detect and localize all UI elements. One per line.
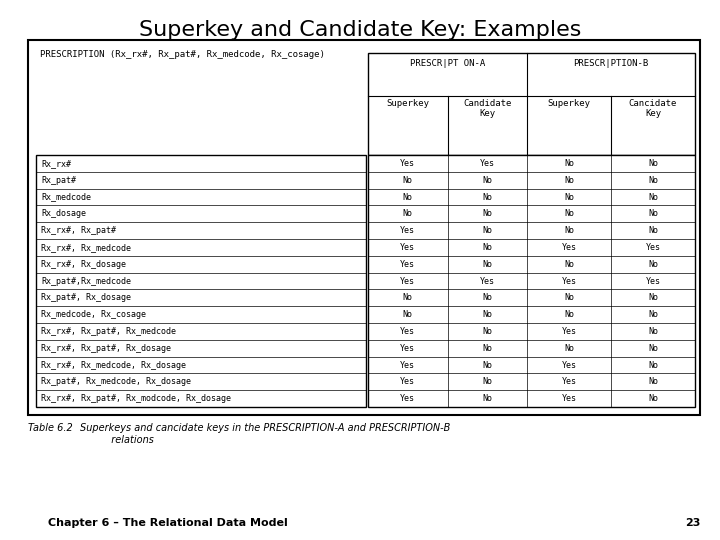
Text: Rx_rx#: Rx_rx# <box>41 159 71 168</box>
Bar <box>368 53 695 155</box>
Text: Superkey and Candidate Key: Examples: Superkey and Candidate Key: Examples <box>139 20 581 40</box>
Text: No: No <box>564 226 574 235</box>
Text: Rx_medcode, Rx_cosage: Rx_medcode, Rx_cosage <box>41 310 146 319</box>
Text: Rx_rx#, Rx_pat#, Rx_modcode, Rx_dosage: Rx_rx#, Rx_pat#, Rx_modcode, Rx_dosage <box>41 394 231 403</box>
Text: No: No <box>564 293 574 302</box>
Text: No: No <box>482 293 492 302</box>
Text: Rx_pat#: Rx_pat# <box>41 176 76 185</box>
Text: Yes: Yes <box>562 361 577 369</box>
Text: Rx_rx#, Rx_medcode: Rx_rx#, Rx_medcode <box>41 243 131 252</box>
Text: No: No <box>482 192 492 201</box>
Text: No: No <box>482 226 492 235</box>
Text: No: No <box>402 293 413 302</box>
Text: No: No <box>482 327 492 336</box>
Text: Yes: Yes <box>646 276 660 286</box>
Text: 23: 23 <box>685 518 700 528</box>
Text: Yes: Yes <box>562 276 577 286</box>
Text: Rx_pat#,Rx_medcode: Rx_pat#,Rx_medcode <box>41 276 131 286</box>
Text: PRESCR|PT ON-A: PRESCR|PT ON-A <box>410 59 485 68</box>
Text: Cancidate
Key: Cancidate Key <box>629 99 678 118</box>
Text: No: No <box>564 310 574 319</box>
Text: No: No <box>648 192 658 201</box>
Text: Rx_dosage: Rx_dosage <box>41 210 86 218</box>
Text: No: No <box>564 159 574 168</box>
Text: No: No <box>482 361 492 369</box>
Text: Rx_rx#, Rx_dosage: Rx_rx#, Rx_dosage <box>41 260 126 269</box>
Text: Yes: Yes <box>400 377 415 386</box>
Text: Candidate
Key: Candidate Key <box>463 99 511 118</box>
Text: Rx_rx#, Rx_medcode, Rx_dosage: Rx_rx#, Rx_medcode, Rx_dosage <box>41 361 186 369</box>
Text: Yes: Yes <box>400 394 415 403</box>
Text: Yes: Yes <box>400 343 415 353</box>
Text: No: No <box>482 260 492 269</box>
Text: No: No <box>482 176 492 185</box>
Text: No: No <box>648 343 658 353</box>
Text: Yes: Yes <box>562 243 577 252</box>
Text: No: No <box>402 310 413 319</box>
Text: Rx_rx#, Rx_pat#: Rx_rx#, Rx_pat# <box>41 226 116 235</box>
Text: Rx_pat#, Rx_medcode, Rx_dosage: Rx_pat#, Rx_medcode, Rx_dosage <box>41 377 191 386</box>
Text: Yes: Yes <box>562 377 577 386</box>
Text: Table 6.2: Table 6.2 <box>28 423 73 433</box>
Text: Yes: Yes <box>400 226 415 235</box>
Text: No: No <box>648 260 658 269</box>
Text: No: No <box>648 361 658 369</box>
Text: No: No <box>564 192 574 201</box>
Text: No: No <box>564 210 574 218</box>
Bar <box>28 40 700 415</box>
Text: Superkeys and cancidate keys in the PRESCRIPTION-A and PRESCRIPTION-B
          : Superkeys and cancidate keys in the PRES… <box>80 423 451 444</box>
Text: Rx_pat#, Rx_dosage: Rx_pat#, Rx_dosage <box>41 293 131 302</box>
Text: No: No <box>648 293 658 302</box>
Text: Yes: Yes <box>400 260 415 269</box>
Text: Rx_medcode: Rx_medcode <box>41 192 91 201</box>
Text: Yes: Yes <box>400 276 415 286</box>
Text: Yes: Yes <box>400 327 415 336</box>
Text: No: No <box>648 176 658 185</box>
Text: PRESCR|PTION-B: PRESCR|PTION-B <box>573 59 649 68</box>
Text: No: No <box>402 176 413 185</box>
Text: No: No <box>564 343 574 353</box>
Text: No: No <box>648 377 658 386</box>
Text: Yes: Yes <box>400 361 415 369</box>
Text: Yes: Yes <box>646 243 660 252</box>
Text: No: No <box>564 176 574 185</box>
Text: Superkey: Superkey <box>386 99 429 108</box>
Text: No: No <box>648 327 658 336</box>
Text: No: No <box>648 210 658 218</box>
Text: Rx_rx#, Rx_pat#, Rx_medcode: Rx_rx#, Rx_pat#, Rx_medcode <box>41 327 176 336</box>
Text: No: No <box>648 394 658 403</box>
Text: No: No <box>648 310 658 319</box>
Text: Yes: Yes <box>480 159 495 168</box>
Text: No: No <box>402 210 413 218</box>
Bar <box>36 155 366 407</box>
Text: No: No <box>482 310 492 319</box>
Text: Superkey: Superkey <box>547 99 590 108</box>
Text: No: No <box>482 343 492 353</box>
Text: No: No <box>402 192 413 201</box>
Text: No: No <box>482 394 492 403</box>
Text: Yes: Yes <box>480 276 495 286</box>
Text: No: No <box>482 210 492 218</box>
Text: No: No <box>564 260 574 269</box>
Text: No: No <box>648 159 658 168</box>
Text: Rx_rx#, Rx_pat#, Rx_dosage: Rx_rx#, Rx_pat#, Rx_dosage <box>41 343 171 353</box>
Text: Yes: Yes <box>562 394 577 403</box>
Text: No: No <box>482 243 492 252</box>
Text: Chapter 6 – The Relational Data Model: Chapter 6 – The Relational Data Model <box>48 518 288 528</box>
Text: No: No <box>648 226 658 235</box>
Text: Yes: Yes <box>400 243 415 252</box>
Text: PRESCRIPTION (Rx_rx#, Rx_pat#, Rx_medcode, Rx_cosage): PRESCRIPTION (Rx_rx#, Rx_pat#, Rx_medcod… <box>40 50 325 59</box>
Text: No: No <box>482 377 492 386</box>
Text: Yes: Yes <box>400 159 415 168</box>
Bar <box>368 155 695 407</box>
Text: Yes: Yes <box>562 327 577 336</box>
